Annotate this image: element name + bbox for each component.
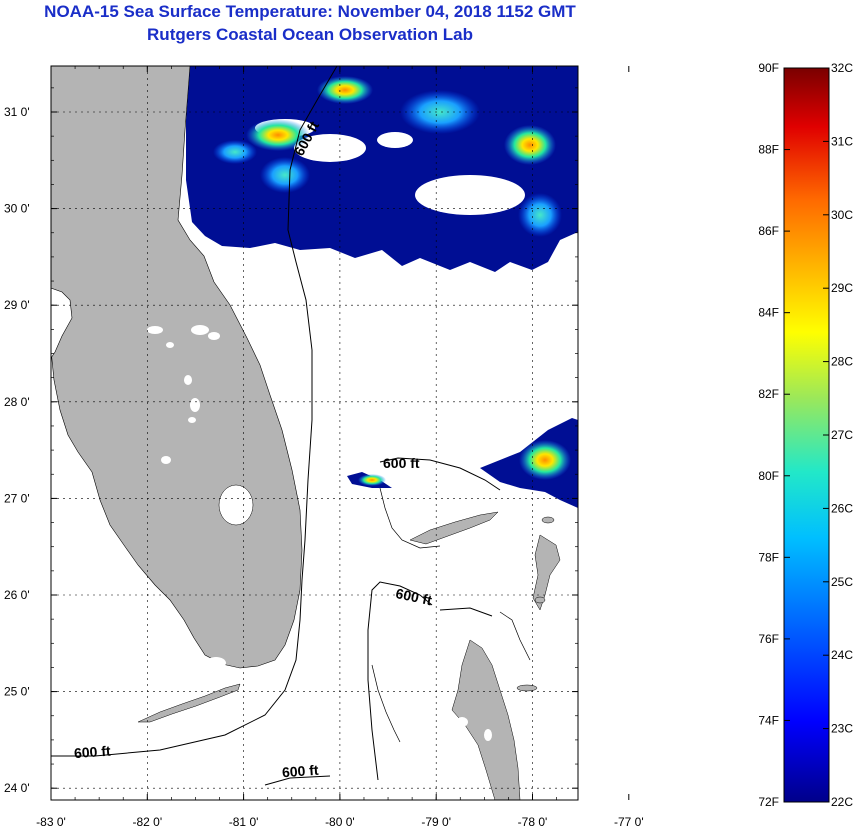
isobath-600ft-contours: [51, 66, 501, 786]
map-frame: [50, 65, 579, 801]
celsius-label: 27C: [831, 428, 853, 442]
lon-label: -82 0': [132, 815, 162, 829]
lat-label: 26 0': [4, 588, 30, 602]
lon-label: -83 0': [36, 815, 66, 829]
fahrenheit-label: 84F: [758, 306, 779, 320]
graticule-gridlines: [51, 66, 578, 800]
fahrenheit-label: 82F: [758, 387, 779, 401]
celsius-label: 28C: [831, 355, 853, 369]
lon-label: -78 0': [518, 815, 548, 829]
lon-label: -80 0': [325, 815, 355, 829]
lon-label: -79 0': [421, 815, 451, 829]
fahrenheit-label: 74F: [758, 713, 779, 727]
lat-label: 24 0': [4, 781, 30, 795]
fahrenheit-label: 76F: [758, 632, 779, 646]
sst-bahamas-patch: [51, 303, 578, 508]
map-axis-ticks: [50, 66, 630, 800]
celsius-label: 26C: [831, 501, 853, 515]
fahrenheit-label: 88F: [758, 143, 779, 157]
celsius-label: 32C: [831, 61, 853, 75]
celsius-label: 31C: [831, 134, 853, 148]
fahrenheit-label: 78F: [758, 550, 779, 564]
fahrenheit-label: 90F: [758, 61, 779, 75]
celsius-label: 30C: [831, 208, 853, 222]
lat-label: 31 0': [4, 105, 30, 119]
inland-lakes: [147, 325, 226, 669]
temperature-colorbar: 90F 88F 86F 84F 82F 80F 78F 76F 74F 72F …: [758, 61, 853, 809]
celsius-label: 24C: [831, 648, 853, 662]
lon-label: -81 0': [229, 815, 259, 829]
map-panel: 600 ft 600 ft 600 ft 600 ft 600 ft: [51, 66, 578, 800]
lake-okeechobee: [218, 484, 254, 526]
lat-label: 30 0': [4, 202, 30, 216]
contour-label-straits: 600 ft: [394, 585, 433, 608]
fahrenheit-label: 86F: [758, 224, 779, 238]
grand-bahama-island: [409, 511, 499, 545]
chart-subtitle: Rutgers Coastal Ocean Observation Lab: [147, 25, 473, 44]
celsius-label: 25C: [831, 575, 853, 589]
chart-title: NOAA-15 Sea Surface Temperature: Novembe…: [44, 2, 576, 21]
contour-label-bahamas: 600 ft: [383, 455, 420, 471]
lat-label: 25 0': [4, 685, 30, 699]
sst-north-band: [186, 66, 578, 279]
colorbar-ticks: [784, 67, 829, 803]
contour-label-southwest: 600 ft: [73, 743, 111, 762]
contour-label-south: 600 ft: [281, 762, 319, 781]
celsius-label: 23C: [831, 722, 853, 736]
longitude-axis: -83 0' -82 0' -81 0' -80 0' -79 0' -78 0…: [36, 815, 643, 829]
lon-label: -77 0': [614, 815, 644, 829]
fahrenheit-label: 80F: [758, 469, 779, 483]
fahrenheit-label: 72F: [758, 795, 779, 809]
florida-keys: [137, 683, 241, 723]
small-islands: [516, 516, 555, 692]
colorbar-gradient: [783, 67, 830, 803]
lat-label: 27 0': [4, 491, 30, 505]
celsius-label: 29C: [831, 281, 853, 295]
latitude-axis: 31 0' 30 0' 29 0' 28 0' 27 0' 26 0' 25 0…: [4, 105, 30, 795]
andros-island: [451, 639, 521, 800]
lat-label: 29 0': [4, 298, 30, 312]
lat-label: 28 0': [4, 395, 30, 409]
shallow-bank-outlines: [371, 487, 531, 743]
celsius-label: 22C: [831, 795, 853, 809]
